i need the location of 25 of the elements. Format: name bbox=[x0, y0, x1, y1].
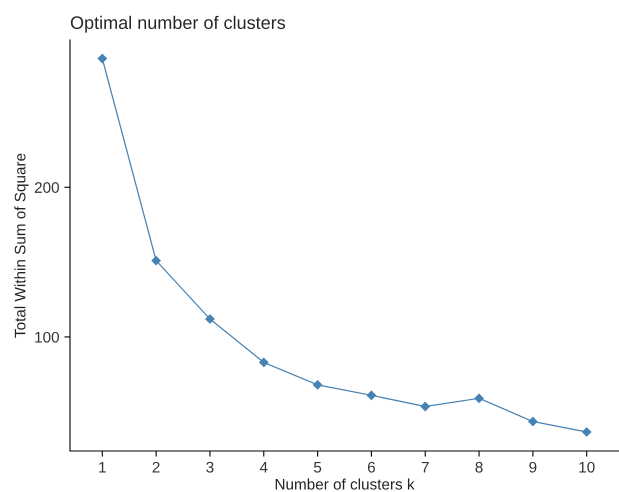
x-tick-label: 3 bbox=[206, 462, 214, 473]
chart-title: Optimal number of clusters bbox=[70, 16, 286, 33]
point bbox=[474, 394, 484, 403]
point bbox=[312, 380, 322, 390]
x-tick-label: 8 bbox=[475, 462, 483, 473]
x-tick-label: 5 bbox=[314, 462, 322, 473]
x-tick-label: 10 bbox=[579, 462, 595, 473]
y-axis-title: Total Within Sum of Square bbox=[14, 154, 29, 338]
point bbox=[420, 402, 430, 412]
point bbox=[366, 390, 376, 400]
point bbox=[582, 427, 592, 437]
point bbox=[205, 314, 215, 324]
point bbox=[98, 54, 107, 64]
y-tick-label: 200 bbox=[34, 182, 59, 193]
x-tick-label: 9 bbox=[529, 462, 536, 473]
x-tick-label: 1 bbox=[99, 462, 106, 472]
point bbox=[528, 416, 538, 426]
x-tick-label: 2 bbox=[152, 462, 160, 472]
x-tick-label: 7 bbox=[422, 462, 429, 472]
y-tick-label: 100 bbox=[35, 332, 59, 343]
point bbox=[259, 358, 268, 368]
x-axis-title: Number of clusters k bbox=[276, 478, 415, 490]
point bbox=[151, 256, 161, 266]
x-tick-label: 6 bbox=[368, 462, 375, 473]
x-tick-label: 4 bbox=[260, 462, 268, 472]
